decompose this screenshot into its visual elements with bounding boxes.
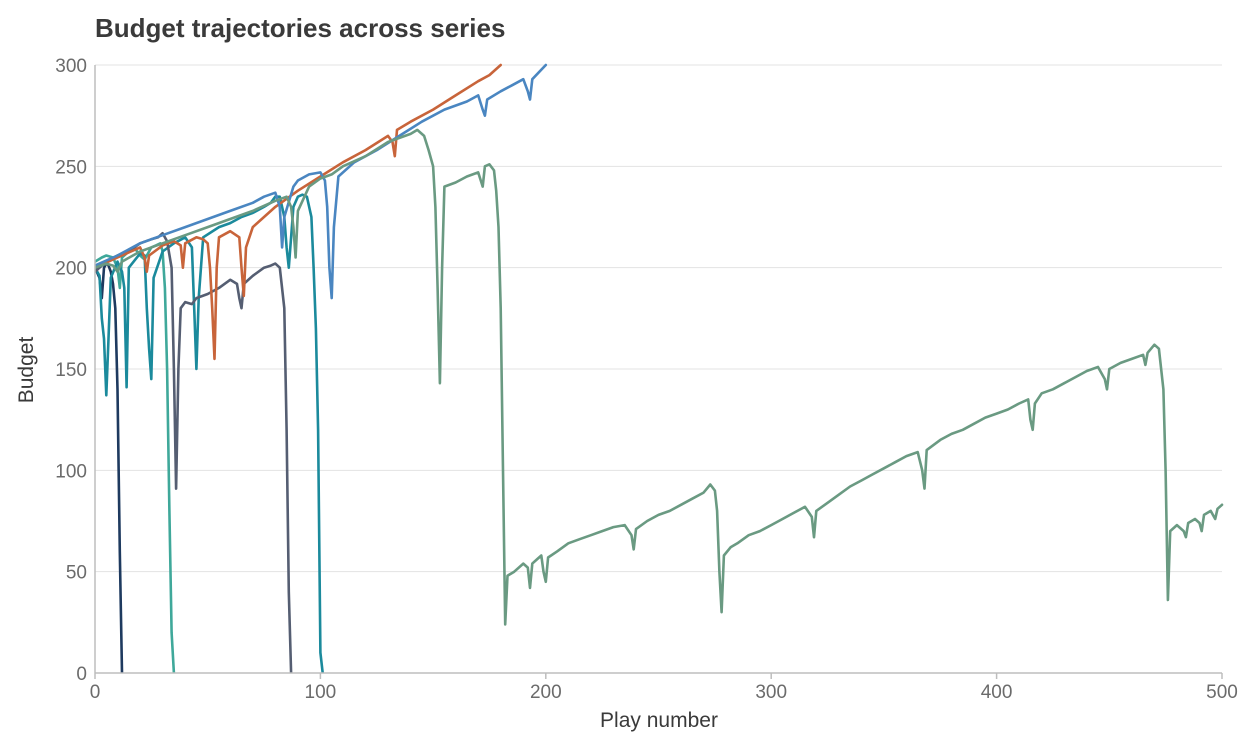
gridlines: [95, 64, 1222, 573]
y-axis-label: Budget: [15, 337, 38, 404]
series-line-5: [95, 63, 502, 361]
x-tick-label-500: 500: [1206, 682, 1238, 703]
series-line-7: [95, 128, 1224, 626]
y-tick-label-0: 0: [76, 664, 87, 685]
x-tick-label-300: 300: [755, 682, 787, 703]
x-tick-label-100: 100: [305, 682, 337, 703]
series-lines: [95, 63, 1224, 673]
series-line-6: [95, 63, 548, 300]
x-tick-label-0: 0: [90, 682, 101, 703]
y-tick-label-250: 250: [55, 157, 87, 178]
y-axis-ticks: 0 50 100 150 200 250 300: [55, 56, 87, 685]
x-tick-label-400: 400: [981, 682, 1013, 703]
y-tick-label-150: 150: [55, 360, 87, 381]
y-tick-label-200: 200: [55, 259, 87, 280]
y-tick-label-300: 300: [55, 56, 87, 77]
y-tick-label-50: 50: [66, 563, 87, 584]
y-tick-label-100: 100: [55, 461, 87, 482]
x-axis-label: Play number: [600, 709, 718, 732]
x-tick-label-200: 200: [530, 682, 562, 703]
series-line-2: [95, 242, 176, 673]
axes: [94, 65, 1222, 674]
x-axis-ticks: 0 100 200 300 400 500: [90, 673, 1238, 703]
chart-title: Budget trajectories across series: [95, 13, 505, 43]
